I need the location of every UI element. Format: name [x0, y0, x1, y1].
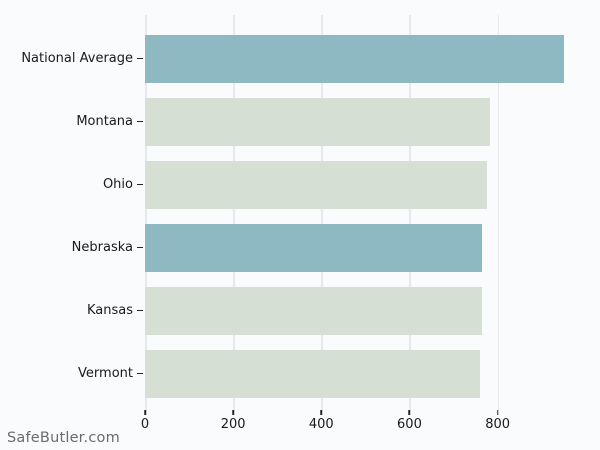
bar-row	[145, 153, 599, 216]
gridline-0	[145, 15, 147, 410]
gridline-800	[497, 15, 500, 410]
bar-row	[145, 27, 599, 90]
bar-national-average	[145, 34, 564, 83]
gridline-600	[409, 15, 411, 410]
y-label: Ohio	[102, 177, 133, 192]
y-tick-mark	[137, 120, 143, 123]
x-tick-mark	[232, 410, 234, 415]
y-label-row: Ohio	[0, 153, 145, 216]
bar-row	[145, 279, 599, 342]
y-tick-mark	[137, 372, 143, 375]
watermark: SafeButler.com	[7, 430, 120, 446]
bar-kansas	[145, 286, 482, 335]
x-axis: 0 200 400 600 800	[141, 410, 599, 440]
x-tick-mark	[496, 410, 499, 415]
x-tick-label: 200	[220, 417, 246, 432]
y-label-row: Montana	[0, 90, 145, 153]
x-tick-mark	[320, 410, 323, 415]
y-tick-mark	[137, 246, 143, 249]
x-tick-mark	[144, 410, 146, 415]
y-label: Kansas	[86, 303, 133, 318]
y-tick-mark	[137, 183, 143, 186]
bar-montana	[145, 97, 491, 146]
y-label-row: Vermont	[0, 342, 145, 405]
y-label-row: Nebraska	[0, 216, 145, 279]
y-axis-labels: National Average Montana Ohio Nebraska Kansa…	[0, 27, 145, 405]
y-label-row: National Average	[0, 27, 145, 90]
bar-series	[145, 27, 599, 405]
y-label-row: Kansas	[0, 279, 145, 342]
bar-nebraska	[145, 223, 483, 272]
x-tick-label: 400	[308, 417, 334, 432]
bar-row	[145, 90, 599, 153]
bar-row	[145, 216, 599, 279]
bar-ohio	[145, 160, 487, 209]
x-tick-mark	[408, 410, 411, 415]
plot-area	[145, 15, 599, 410]
x-tick-label: 600	[397, 417, 422, 432]
y-label: Vermont	[78, 366, 133, 381]
y-label: Montana	[76, 114, 133, 129]
y-tick-mark	[137, 309, 143, 312]
x-tick-label: 800	[485, 417, 511, 432]
y-label: National Average	[21, 51, 133, 66]
gridline-200	[233, 15, 235, 410]
y-tick-mark	[137, 57, 143, 60]
gridline-400	[321, 15, 323, 410]
x-tick-label: 0	[140, 417, 150, 432]
bar-row	[145, 342, 599, 405]
bar-vermont	[145, 349, 481, 398]
y-label: Nebraska	[71, 240, 133, 255]
